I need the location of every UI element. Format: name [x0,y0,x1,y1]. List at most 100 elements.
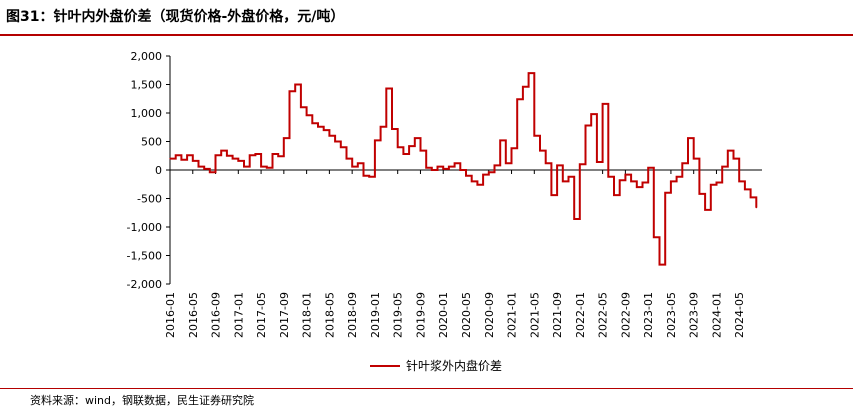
x-tick-label: 2018-05 [323,292,336,338]
data-point [180,159,182,161]
data-point [550,194,552,196]
data-point [214,154,217,156]
data-point [226,155,228,157]
data-point [687,137,689,139]
data-point [254,153,256,155]
data-point [653,236,655,238]
x-tick-label: 2023-05 [665,292,678,338]
y-tick-label: -1,500 [127,250,162,263]
y-tick-label: -1,000 [127,221,162,234]
data-point [471,180,473,182]
data-point [528,72,530,74]
data-point [283,137,285,139]
data-point [465,175,467,177]
data-point [613,194,615,196]
data-point [397,146,399,148]
data-point [192,160,194,162]
x-tick-label: 2022-01 [574,292,587,338]
data-point [516,98,518,100]
data-point [664,192,666,194]
title-rule [0,34,853,36]
data-point [454,162,456,164]
data-point [402,153,404,155]
data-point [499,139,501,141]
source-rule [0,388,853,389]
figure-title: 图31：针叶内外盘价差（现货价格-外盘价格，元/吨） [6,9,345,25]
data-point [237,160,239,162]
data-point [721,165,723,168]
data-point [704,209,706,211]
x-tick-label: 2017-01 [232,292,245,338]
data-point [419,150,422,152]
data-point [636,186,638,188]
data-point [277,155,279,157]
x-tick-label: 2019-09 [414,292,427,338]
data-point [260,165,262,168]
data-point [476,184,478,186]
data-point [459,169,461,171]
data-point [727,150,729,152]
x-tick-label: 2022-09 [619,292,632,338]
data-point [545,162,547,164]
data-point [715,181,718,184]
data-point [562,180,564,182]
data-point [732,158,735,160]
data-point [522,86,524,88]
data-point [573,218,575,220]
data-point [602,103,604,105]
data-point [431,169,433,171]
x-tick-label: 2024-01 [710,292,723,338]
y-tick-label: 1,000 [131,107,163,120]
data-point [311,122,313,124]
x-tick-label: 2018-01 [301,292,314,338]
y-tick-label: 2,000 [131,50,163,63]
data-point [744,188,746,190]
data-point [186,154,188,156]
data-point [351,165,353,168]
data-point [288,90,291,92]
x-tick-label: 2021-05 [528,292,541,338]
data-point [249,154,251,156]
x-tick-label: 2021-01 [506,292,519,338]
data-point [357,162,359,164]
data-point [567,176,570,178]
data-point [203,168,205,170]
legend-label: 针叶浆外内盘价差 [406,358,502,373]
data-point [300,106,302,108]
data-point [328,135,330,137]
data-point [271,153,274,155]
data-point [340,146,342,148]
data-point [698,193,700,195]
data-point [647,167,649,169]
data-point [584,124,587,127]
data-point [175,154,177,156]
x-tick-label: 2023-09 [688,292,701,338]
pulp-spread-chart: -2,000 -1,500 -1,000 -500 0 500 1,000 1,500 2,00… [127,50,762,373]
data-point [556,164,558,167]
data-point [590,113,592,115]
data-point [436,165,439,168]
data-point [243,165,245,168]
data-point [755,207,757,209]
data-point [505,162,507,164]
data-point [670,180,672,182]
data-point [385,87,387,90]
x-tick-label: 2020-01 [437,292,450,338]
data-point [220,150,222,152]
data-point [323,129,325,131]
data-point [624,173,626,176]
data-point [448,165,450,168]
data-point [169,158,171,160]
data-point [362,175,365,177]
data-point [408,145,410,147]
data-point [607,176,609,178]
y-tick-label: 1,500 [131,79,163,92]
x-tick-label: 2023-01 [642,292,655,338]
data-point [579,163,581,165]
x-tick-label: 2019-01 [369,292,382,338]
data-point [306,114,308,116]
data-point [619,179,621,181]
data-point [630,180,632,182]
y-tick-label: -2,000 [127,278,162,291]
data-point [345,158,348,160]
